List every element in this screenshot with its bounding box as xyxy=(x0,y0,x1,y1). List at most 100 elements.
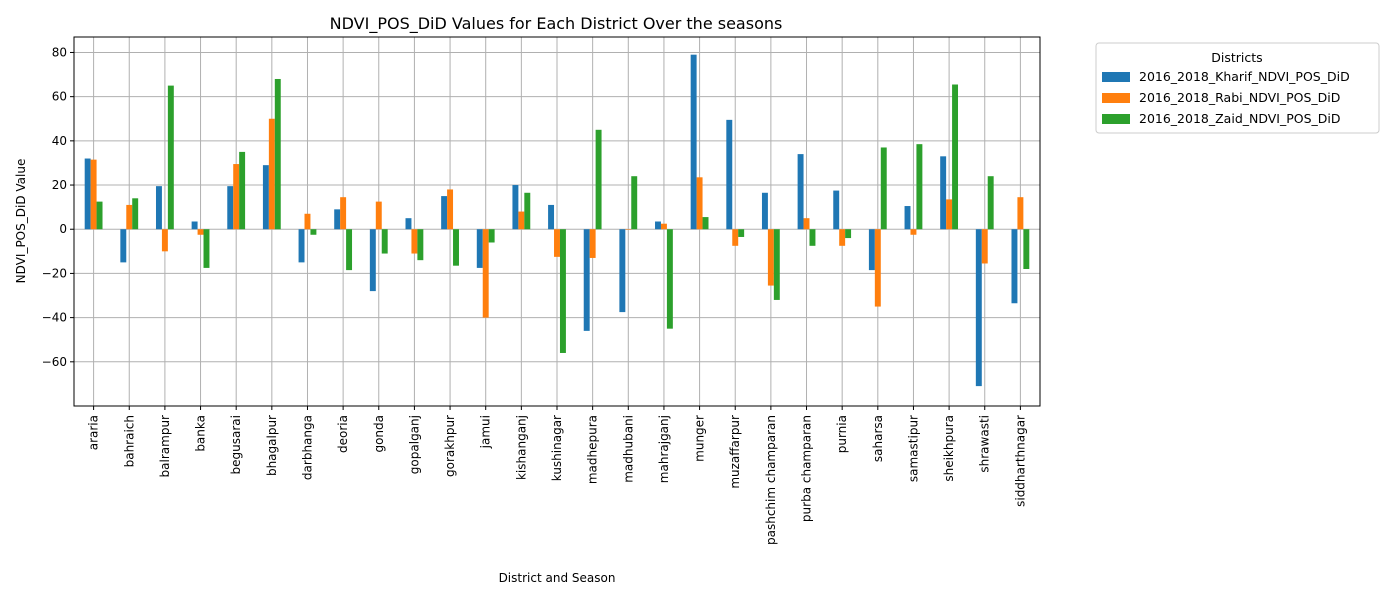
bar-gopalganj-series-0 xyxy=(405,218,412,230)
x-axis-title: District and Season xyxy=(499,571,616,585)
bar-samastipur-series-0 xyxy=(904,206,911,230)
legend-items: 2016_2018_Kharif_NDVI_POS_DiD 2016_2018_R… xyxy=(1102,69,1350,126)
bar-purnia-series-1 xyxy=(839,229,846,246)
bar-mahrajganj-series-0 xyxy=(655,221,661,230)
bar-purba-champaran-series-2 xyxy=(809,229,816,246)
x-tick-label: saharsa xyxy=(871,415,885,462)
bar-shrawasti-series-1 xyxy=(981,229,988,264)
x-tick-label: jamui xyxy=(479,415,493,449)
bar-deoria-series-1 xyxy=(340,197,347,230)
bar-kushinagar-series-0 xyxy=(548,204,555,230)
bar-banka-series-0 xyxy=(191,221,198,230)
x-tick-label: munger xyxy=(693,415,707,462)
bar-munger-series-2 xyxy=(702,217,709,230)
bar-jamui-series-1 xyxy=(482,229,489,318)
bar-jamui-series-0 xyxy=(476,229,483,268)
bar-pashchim-champaran-series-0 xyxy=(761,192,768,230)
grid-layer xyxy=(74,37,1040,406)
x-tick-label: kushinagar xyxy=(550,415,564,481)
bar-begusarai-series-0 xyxy=(227,186,234,230)
bar-kushinagar-series-2 xyxy=(559,229,566,353)
x-tick-label: mahrajganj xyxy=(657,415,671,483)
bar-gonda-series-2 xyxy=(381,229,388,254)
bar-araria-series-1 xyxy=(90,159,97,230)
bar-gonda-series-1 xyxy=(375,201,382,230)
x-tick-label: darbhanga xyxy=(300,415,314,480)
bar-siddharthnagar-series-2 xyxy=(1023,229,1030,270)
x-tick-label: madhubani xyxy=(621,415,635,483)
bar-bahraich-series-1 xyxy=(126,204,133,230)
bar-shrawasti-series-0 xyxy=(975,229,982,387)
y-axis-title: NDVI_POS_DiD Value xyxy=(14,159,28,284)
bar-madhubani-series-0 xyxy=(619,229,626,313)
legend-entry: 2016_2018_Kharif_NDVI_POS_DiD xyxy=(1139,69,1350,84)
bar-munger-series-1 xyxy=(696,177,703,230)
bar-layer xyxy=(84,54,1030,387)
bar-kushinagar-series-1 xyxy=(554,229,560,257)
x-tick-label: kishanganj xyxy=(514,415,528,480)
y-tick-label: 40 xyxy=(52,134,67,148)
bar-sheikhpura-series-2 xyxy=(952,84,959,230)
x-tick-label: bhagalpur xyxy=(265,415,279,476)
y-tick-label: −20 xyxy=(42,266,67,280)
x-tick-label: samastipur xyxy=(906,415,920,482)
bar-deoria-series-0 xyxy=(334,209,341,230)
bar-samastipur-series-2 xyxy=(916,144,923,230)
legend: Districts 2016_2018_Kharif_NDVI_POS_DiD2… xyxy=(1095,42,1380,134)
bar-banka-series-1 xyxy=(197,229,204,235)
bar-begusarai-series-2 xyxy=(239,151,246,230)
bar-gorakhpur-series-2 xyxy=(453,229,459,266)
bar-siddharthnagar-series-1 xyxy=(1017,197,1024,230)
bar-pashchim-champaran-series-1 xyxy=(767,229,774,286)
bar-madhepura-series-0 xyxy=(583,229,590,331)
x-tick-label: balrampur xyxy=(158,415,172,478)
bar-madhubani-series-2 xyxy=(631,176,638,230)
bar-madhepura-series-1 xyxy=(589,229,596,258)
bar-purba-champaran-series-1 xyxy=(803,218,810,230)
bar-bahraich-series-2 xyxy=(132,198,139,230)
x-tick-label: purnia xyxy=(835,415,849,453)
x-tick-label: purba champaran xyxy=(800,415,814,522)
bar-darbhanga-series-1 xyxy=(304,213,311,230)
bar-balrampur-series-2 xyxy=(167,85,174,230)
x-tick-label: gopalganj xyxy=(407,415,421,474)
legend-title: Districts xyxy=(1211,50,1262,65)
bar-deoria-series-2 xyxy=(346,229,353,271)
bar-purnia-series-2 xyxy=(845,229,852,239)
bar-gorakhpur-series-1 xyxy=(447,189,454,230)
x-tick-label: gonda xyxy=(372,415,386,453)
bar-darbhanga-series-0 xyxy=(298,229,305,263)
bar-shrawasti-series-2 xyxy=(987,176,994,230)
bar-jamui-series-2 xyxy=(488,229,495,243)
x-tick-label: muzaffarpur xyxy=(728,415,742,489)
legend-swatch xyxy=(1102,114,1130,124)
bar-madhepura-series-2 xyxy=(595,129,602,230)
y-tick-label: 20 xyxy=(52,178,67,192)
bar-bhagalpur-series-0 xyxy=(262,165,269,230)
y-tick-label: 80 xyxy=(52,45,67,59)
x-tick-label: araria xyxy=(87,415,101,450)
bar-samastipur-series-1 xyxy=(910,229,917,235)
legend-entry: 2016_2018_Rabi_NDVI_POS_DiD xyxy=(1139,90,1340,105)
bar-araria-series-0 xyxy=(84,158,91,230)
legend-swatch xyxy=(1102,72,1130,82)
bar-begusarai-series-1 xyxy=(233,164,240,230)
bar-araria-series-2 xyxy=(96,201,103,230)
x-tick-label: deoria xyxy=(336,415,350,453)
bar-banka-series-2 xyxy=(203,229,210,268)
legend-entry: 2016_2018_Zaid_NDVI_POS_DiD xyxy=(1139,111,1341,126)
x-tick-label: begusarai xyxy=(229,415,243,474)
bar-saharsa-series-2 xyxy=(880,147,887,230)
bar-bhagalpur-series-1 xyxy=(268,118,275,230)
y-tick-label: 0 xyxy=(59,222,67,236)
y-tick-label: 60 xyxy=(52,90,67,104)
x-tick-label: bahraich xyxy=(122,415,136,467)
bar-kishanganj-series-1 xyxy=(518,211,525,230)
bar-mahrajganj-series-1 xyxy=(660,223,667,230)
axis-layer: araria bahraich balrampur banka begusarai bha… xyxy=(42,45,1028,545)
bar-pashchim-champaran-series-2 xyxy=(773,229,780,300)
bar-bahraich-series-0 xyxy=(120,229,127,263)
bar-gonda-series-0 xyxy=(369,229,376,292)
